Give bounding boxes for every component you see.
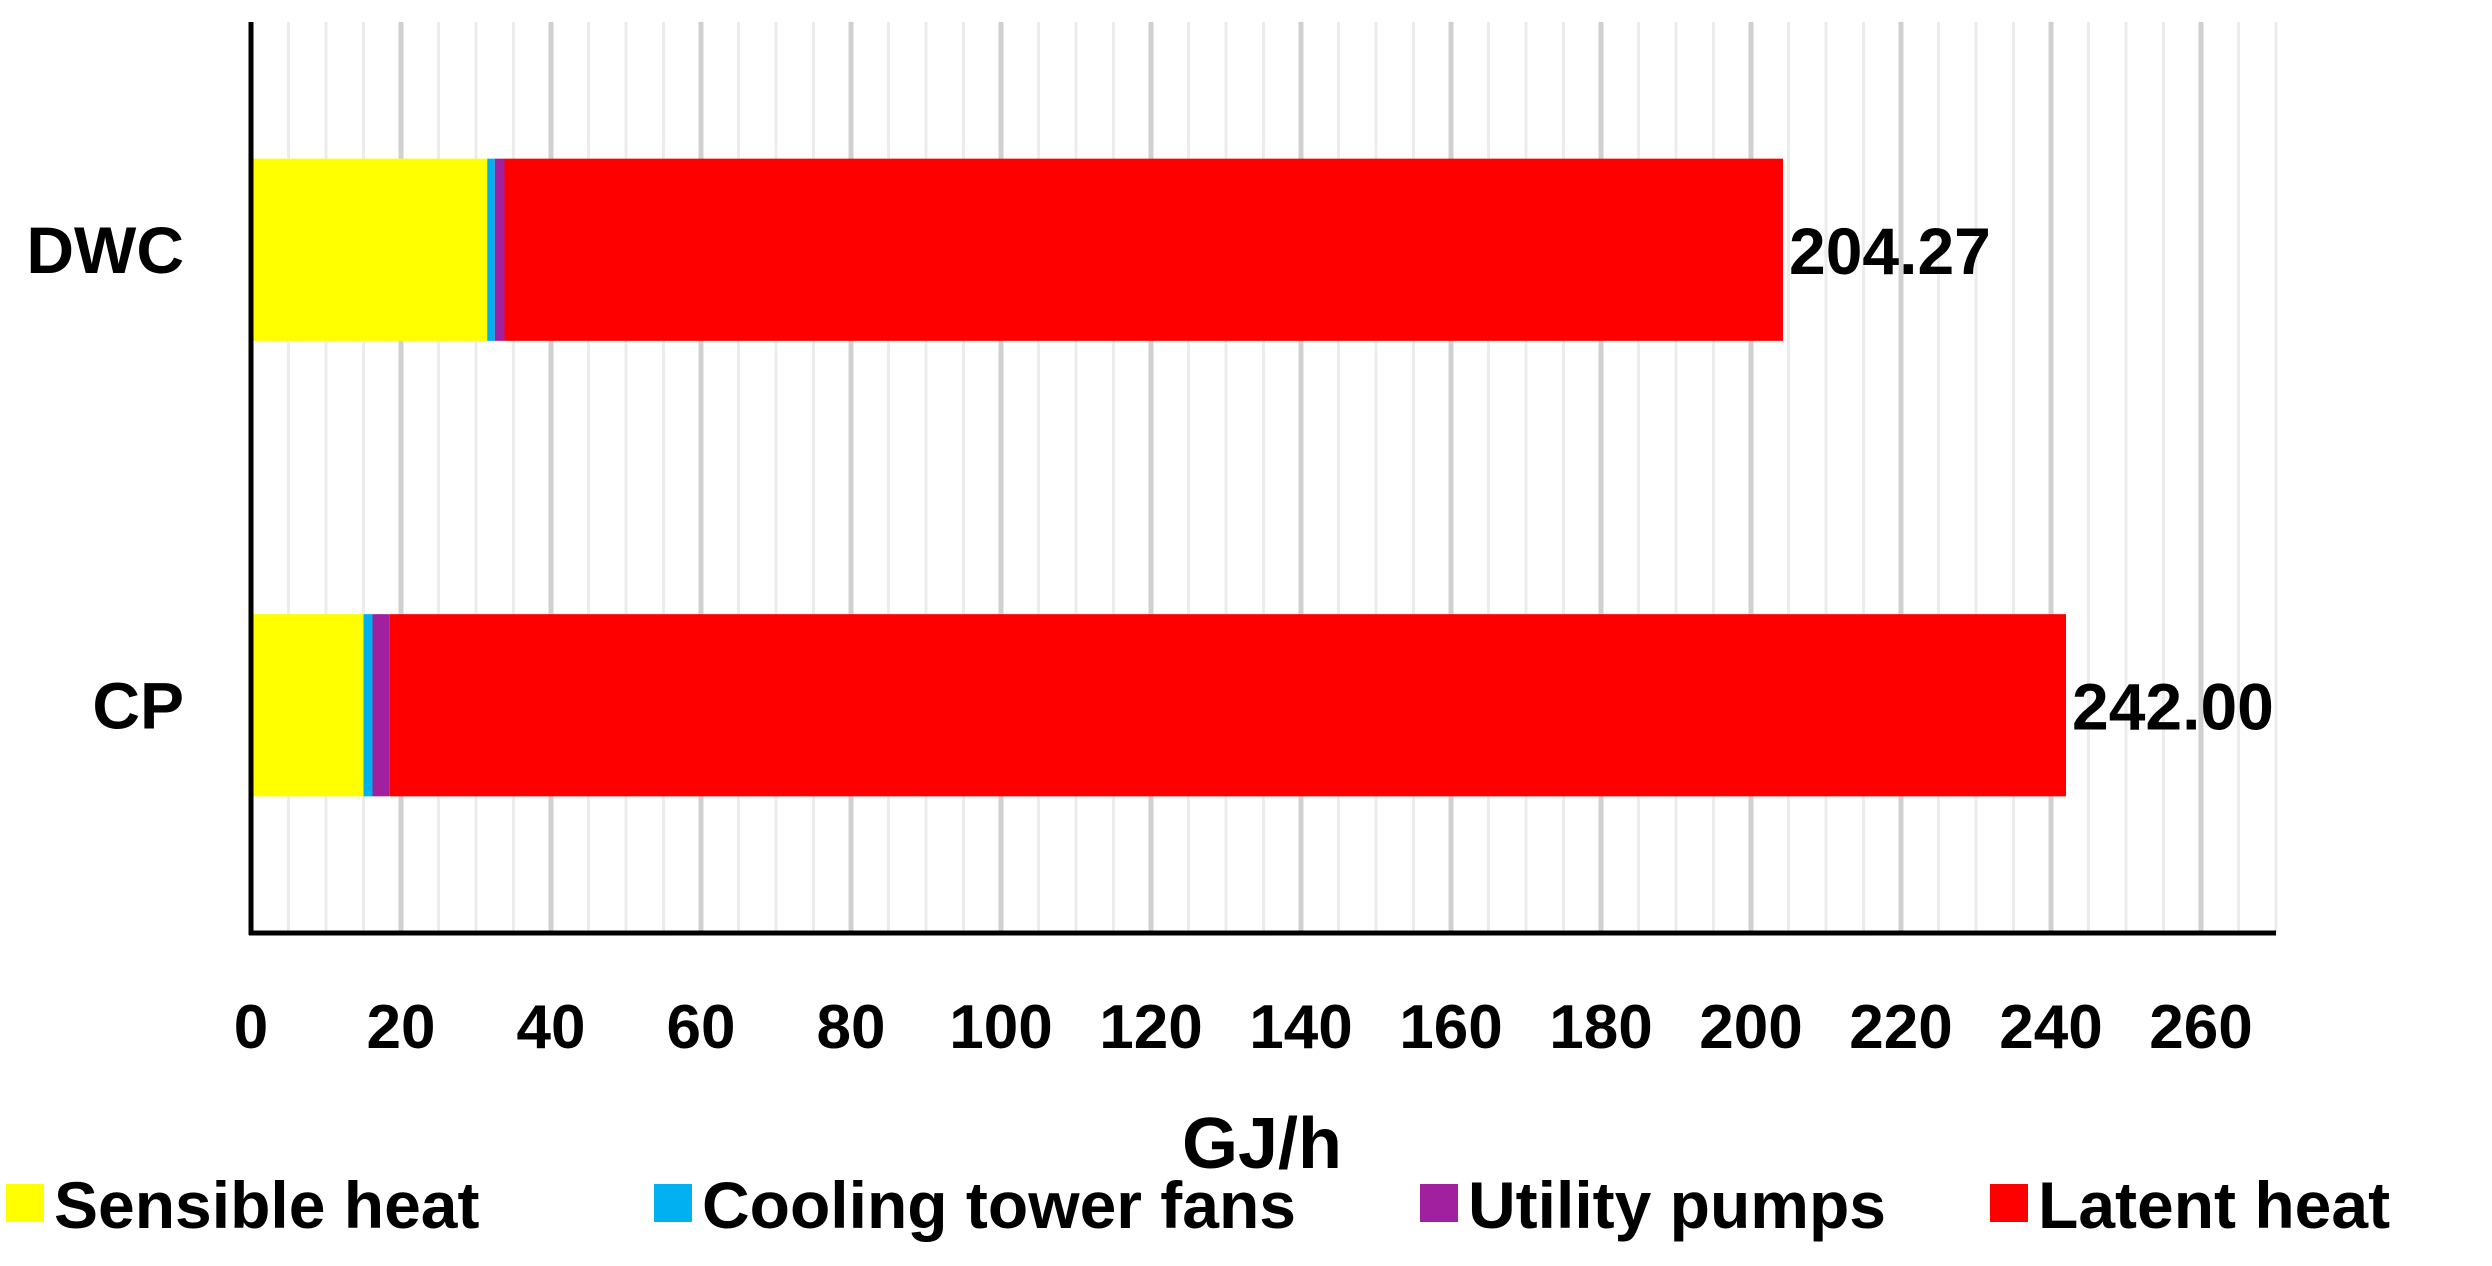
bar-segment (494, 158, 505, 341)
x-tick-label: 40 (517, 993, 586, 1062)
bar-segment (487, 158, 495, 341)
x-tick-label: 60 (667, 993, 736, 1062)
bar-segment (372, 614, 390, 797)
legend-swatch (6, 1184, 44, 1222)
x-tick-label: 140 (1249, 993, 1352, 1062)
x-tick-label: 0 (234, 993, 268, 1062)
legend-swatch (1420, 1184, 1458, 1222)
legend-label: Sensible heat (54, 1168, 480, 1242)
x-tick-label: 240 (1999, 993, 2102, 1062)
bar-segment (251, 158, 488, 341)
x-tick-label: 200 (1699, 993, 1802, 1062)
x-tick-label: 120 (1099, 993, 1202, 1062)
category-label: CP (92, 668, 184, 742)
x-tick-label: 180 (1549, 993, 1652, 1062)
axes (248, 22, 2276, 936)
bar-segment (251, 614, 364, 797)
bars (251, 158, 2066, 797)
legend: Sensible heat Cooling tower fans Utility p… (6, 1168, 2390, 1242)
x-tick-label: 100 (949, 993, 1052, 1062)
data-label-total: 204.27 (1789, 214, 1991, 288)
labels: 204.27 DWC 242.00 CP 0 20 40 60 80 100 120 140 160 18… (26, 213, 2274, 1062)
category-label: DWC (26, 213, 184, 287)
x-tick-label: 160 (1399, 993, 1502, 1062)
legend-swatch (654, 1184, 692, 1222)
legend-label: Cooling tower fans (702, 1168, 1296, 1242)
x-tick-label: 220 (1849, 993, 1952, 1062)
bar-segment (504, 158, 1784, 341)
x-tick-label: 80 (817, 993, 886, 1062)
x-tick-label: 260 (2149, 993, 2252, 1062)
legend-swatch (1990, 1184, 2028, 1222)
legend-label: Utility pumps (1468, 1168, 1886, 1242)
legend-label: Latent heat (2038, 1168, 2390, 1242)
x-axis-title: GJ/h (1182, 1104, 1342, 1184)
x-tick-label: 20 (367, 993, 436, 1062)
bar-segment (363, 614, 373, 797)
bar-segment (389, 614, 2066, 797)
data-label-total: 242.00 (2072, 669, 2274, 743)
